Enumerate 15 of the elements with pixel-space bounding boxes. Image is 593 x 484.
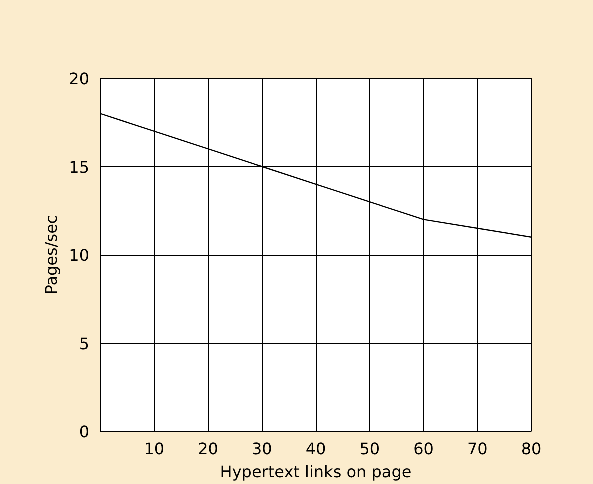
y-tick-label: 5 (79, 334, 90, 354)
y-axis-title: Pages/sec (42, 215, 62, 295)
x-tick-label: 80 (521, 440, 542, 458)
x-axis-title: Hypertext links on page (220, 462, 412, 482)
x-tick-label: 40 (306, 440, 326, 458)
y-tick-label: 20 (69, 70, 90, 88)
y-tick-label: 0 (79, 422, 90, 442)
x-tick-label: 70 (467, 440, 488, 458)
x-tick-label: 50 (360, 440, 380, 458)
x-tick-label: 20 (198, 440, 218, 458)
x-tick-label: 60 (414, 440, 434, 458)
x-tick-label: 30 (252, 440, 272, 458)
y-tick-label: 10 (69, 246, 90, 265)
x-tick-label: 10 (144, 440, 165, 458)
y-tick-label: 15 (69, 158, 90, 177)
